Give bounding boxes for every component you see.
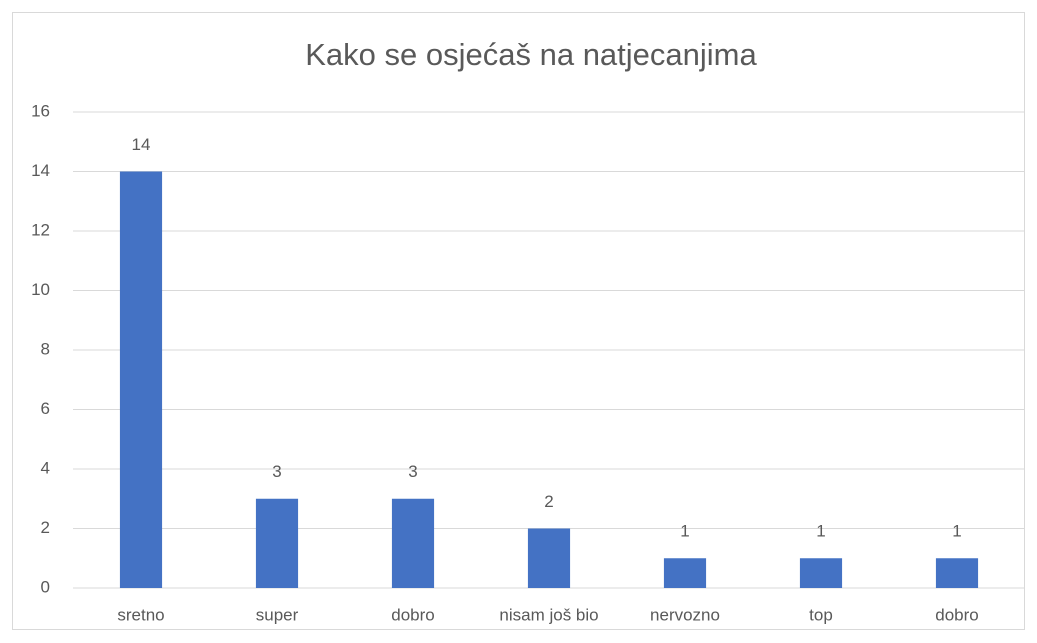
data-label: 1 [816, 522, 825, 541]
data-label: 2 [544, 492, 553, 511]
bar [391, 498, 435, 588]
data-label: 1 [680, 522, 689, 541]
x-tick-label: dobro [391, 605, 434, 624]
bar [935, 558, 979, 588]
chart-title: Kako se osjećaš na natjecanjima [305, 37, 757, 72]
x-tick-label: top [809, 605, 833, 624]
y-tick-label: 0 [41, 577, 50, 596]
chart-border [12, 12, 1025, 630]
x-tick-label: nisam još bio [499, 605, 598, 624]
x-tick-label: super [256, 605, 299, 624]
x-tick-label: nervozno [650, 605, 720, 624]
bar [663, 558, 707, 588]
data-label: 3 [408, 462, 417, 481]
bar [255, 498, 299, 588]
x-tick-label: sretno [117, 605, 164, 624]
bar [119, 171, 163, 588]
bar [799, 558, 843, 588]
y-tick-label: 2 [41, 518, 50, 537]
y-tick-label: 10 [31, 280, 50, 299]
y-tick-label: 6 [41, 399, 50, 418]
data-label: 1 [952, 522, 961, 541]
y-tick-label: 16 [31, 101, 50, 120]
y-tick-label: 4 [41, 458, 50, 477]
bar [527, 528, 571, 588]
data-label: 14 [132, 135, 151, 154]
data-label: 3 [272, 462, 281, 481]
x-tick-label: dobro [935, 605, 978, 624]
y-tick-label: 12 [31, 220, 50, 239]
y-tick-label: 8 [41, 339, 50, 358]
y-tick-label: 14 [31, 161, 50, 180]
